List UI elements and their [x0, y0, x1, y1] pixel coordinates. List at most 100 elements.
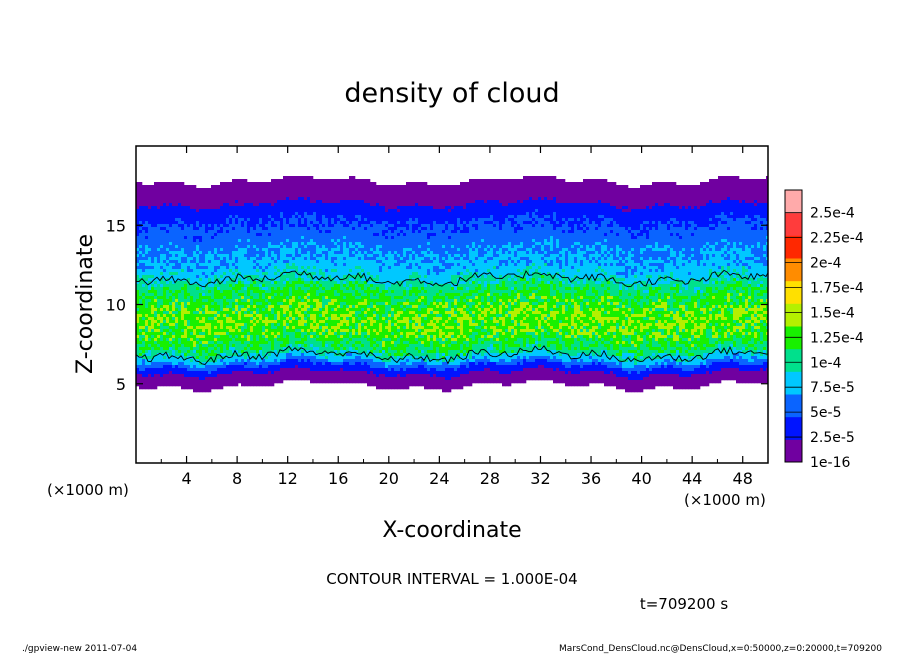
heatmap-cell — [340, 230, 344, 234]
heatmap-cell — [430, 242, 434, 246]
heatmap-cell — [478, 245, 482, 249]
heatmap-cell — [556, 221, 560, 225]
heatmap-cell — [517, 188, 521, 192]
heatmap-cell — [289, 218, 293, 222]
heatmap-cell — [622, 248, 626, 252]
heatmap-cell — [160, 224, 164, 228]
heatmap-cell — [682, 200, 686, 204]
heatmap-cell — [232, 185, 236, 189]
heatmap-cell — [211, 227, 215, 231]
heatmap-cell — [172, 245, 176, 249]
heatmap-cell — [583, 182, 587, 186]
heatmap-cell — [544, 179, 548, 183]
heatmap-cell — [295, 224, 299, 228]
heatmap-cell — [508, 191, 512, 195]
heatmap-cell — [583, 230, 587, 234]
heatmap-cell — [202, 212, 206, 216]
heatmap-cell — [406, 200, 410, 204]
heatmap-cell — [319, 209, 323, 213]
heatmap-cell — [382, 230, 386, 234]
heatmap-cell — [652, 212, 656, 216]
heatmap-cell — [670, 230, 674, 234]
heatmap-cell — [178, 227, 182, 231]
heatmap-cell — [661, 233, 665, 237]
heatmap-cell — [409, 191, 413, 195]
heatmap-cell — [217, 215, 221, 219]
heatmap-cell — [187, 230, 191, 234]
heatmap-cell — [736, 206, 740, 210]
heatmap-cell — [268, 206, 272, 210]
heatmap-cell — [250, 233, 254, 237]
heatmap-cell — [454, 206, 458, 210]
heatmap-cell — [439, 242, 443, 246]
heatmap-cell — [712, 197, 716, 201]
heatmap-cell — [538, 191, 542, 195]
heatmap-cell — [268, 248, 272, 252]
heatmap-cell — [481, 245, 485, 249]
heatmap-cell — [229, 245, 233, 249]
heatmap-cell — [292, 215, 296, 219]
heatmap-cell — [658, 236, 662, 240]
heatmap-cell — [763, 209, 767, 213]
heatmap-cell — [760, 185, 764, 189]
heatmap-cell — [304, 224, 308, 228]
heatmap-cell — [550, 218, 554, 222]
heatmap-cell — [469, 245, 473, 249]
heatmap-cell — [559, 227, 563, 231]
heatmap-cell — [136, 197, 140, 201]
heatmap-cell — [598, 239, 602, 243]
heatmap-cell — [136, 209, 140, 213]
heatmap-cell — [457, 239, 461, 243]
heatmap-cell — [508, 185, 512, 189]
heatmap-cell — [589, 185, 593, 189]
heatmap-cell — [571, 206, 575, 210]
heatmap-cell — [709, 239, 713, 243]
heatmap-cell — [259, 230, 263, 234]
heatmap-cell — [502, 242, 506, 246]
heatmap-cell — [475, 212, 479, 216]
heatmap-cell — [235, 236, 239, 240]
heatmap-cell — [526, 230, 530, 234]
heatmap-cell — [643, 194, 647, 198]
heatmap-cell — [586, 185, 590, 189]
heatmap-cell — [751, 221, 755, 225]
heatmap-cell — [244, 221, 248, 225]
heatmap-cell — [154, 224, 158, 228]
heatmap-cell — [250, 209, 254, 213]
heatmap-cell — [550, 242, 554, 246]
heatmap-cell — [472, 212, 476, 216]
heatmap-cell — [229, 230, 233, 234]
heatmap-cell — [163, 197, 167, 201]
heatmap-cell — [592, 233, 596, 237]
heatmap-cell — [766, 185, 768, 189]
heatmap-cell — [400, 236, 404, 240]
heatmap-cell — [373, 209, 377, 213]
heatmap-cell — [703, 206, 707, 210]
heatmap-cell — [250, 230, 254, 234]
heatmap-cell — [706, 239, 710, 243]
heatmap-cell — [553, 224, 557, 228]
heatmap-cell — [607, 185, 611, 189]
heatmap-cell — [208, 206, 212, 210]
heatmap-cell — [760, 221, 764, 225]
heatmap-cell — [220, 227, 224, 231]
heatmap-cell — [697, 185, 701, 189]
heatmap-cell — [262, 245, 266, 249]
heatmap-cell — [535, 176, 539, 180]
heatmap-cell — [223, 194, 227, 198]
heatmap-cell — [556, 185, 560, 189]
heatmap-cell — [586, 218, 590, 222]
heatmap-cell — [307, 251, 311, 255]
heatmap-cell — [607, 188, 611, 192]
heatmap-cell — [355, 185, 359, 189]
heatmap-cell — [481, 185, 485, 189]
heatmap-cell — [592, 239, 596, 243]
heatmap-cell — [529, 245, 533, 249]
heatmap-cell — [763, 242, 767, 246]
heatmap-cell — [169, 206, 173, 210]
heatmap-cell — [256, 188, 260, 192]
heatmap-cell — [604, 185, 608, 189]
heatmap-cell — [433, 221, 437, 225]
heatmap-cell — [610, 194, 614, 198]
heatmap-cell — [406, 203, 410, 207]
